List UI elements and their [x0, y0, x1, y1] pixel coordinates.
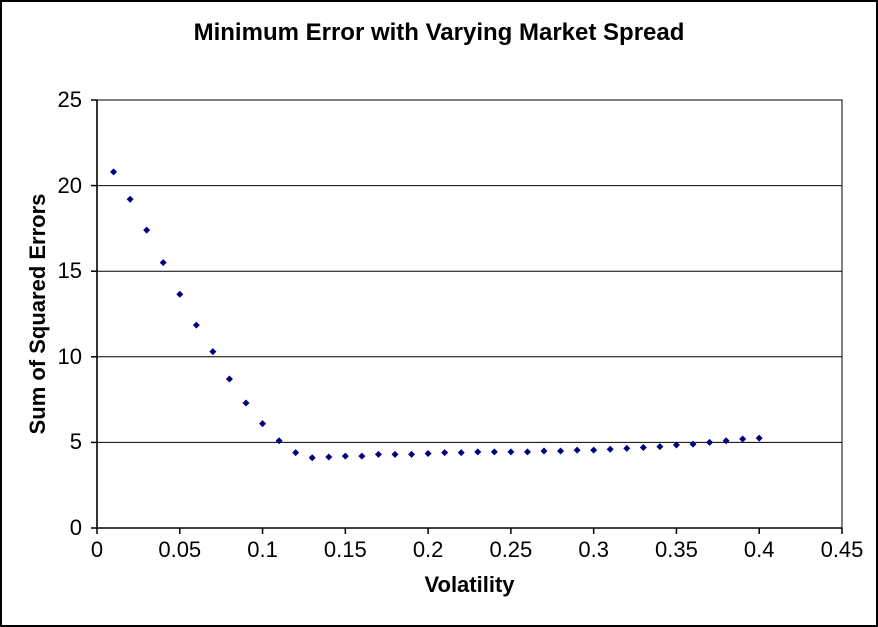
y-tick-label: 10: [57, 343, 82, 369]
x-tick-label: 0.4: [743, 537, 775, 562]
data-point-marker: [408, 450, 416, 458]
data-point-marker: [126, 195, 134, 203]
x-tick-label: 0.35: [655, 537, 698, 562]
data-point-marker: [325, 453, 333, 461]
data-point-marker: [573, 446, 581, 454]
data-point-marker: [689, 440, 697, 448]
data-point-marker: [706, 438, 714, 446]
data-point-marker: [623, 444, 631, 452]
data-point-marker: [523, 448, 531, 456]
data-point-marker: [606, 445, 614, 453]
data-point-marker: [209, 348, 217, 356]
data-point-marker: [755, 434, 763, 442]
data-point-marker: [424, 450, 432, 458]
x-axis-title: Volatility: [424, 572, 515, 597]
x-tick-label: 0.05: [158, 537, 202, 562]
data-point-marker: [739, 435, 747, 443]
y-tick-label: 20: [57, 172, 82, 198]
data-point-marker: [242, 399, 250, 407]
y-tick-label: 25: [57, 87, 82, 112]
data-point-marker: [490, 448, 498, 456]
data-point-marker: [639, 444, 647, 452]
data-point-marker: [474, 448, 482, 456]
data-point-marker: [259, 420, 267, 428]
x-tick-label: 0.1: [247, 537, 278, 562]
data-point-marker: [722, 437, 730, 445]
data-point-marker: [540, 447, 548, 455]
data-point-marker: [176, 290, 184, 298]
data-point-marker: [656, 443, 664, 451]
data-point-marker: [507, 448, 515, 456]
data-point-marker: [308, 454, 316, 462]
x-tick-label: 0.2: [412, 537, 444, 562]
data-point-marker: [374, 450, 382, 458]
data-point-marker: [672, 441, 680, 449]
data-point-marker: [590, 446, 598, 454]
data-point-marker: [159, 259, 167, 267]
x-tick-label: 0.25: [489, 537, 533, 562]
data-point-marker: [457, 449, 465, 457]
data-point-marker: [358, 452, 366, 460]
y-tick-label: 0: [69, 515, 82, 540]
data-point-marker: [192, 321, 200, 329]
data-point-marker: [110, 168, 118, 176]
data-point-marker: [341, 452, 349, 460]
chart-title: Minimum Error with Varying Market Spread: [193, 19, 685, 46]
plot-area: [96, 99, 843, 529]
x-tick-label: 0.45: [820, 537, 864, 562]
data-point-marker: [391, 450, 399, 458]
data-point-marker: [292, 449, 300, 457]
data-point-marker: [441, 449, 449, 457]
data-point-marker: [143, 226, 151, 234]
data-point-marker: [225, 375, 233, 383]
x-tick-label: 0: [90, 537, 104, 562]
y-tick-label: 5: [69, 429, 82, 455]
data-point-marker: [275, 437, 283, 445]
x-tick-label: 0.15: [323, 537, 367, 562]
x-tick-label: 0.3: [578, 537, 609, 562]
data-point-marker: [557, 447, 565, 455]
y-tick-label: 15: [57, 258, 82, 284]
